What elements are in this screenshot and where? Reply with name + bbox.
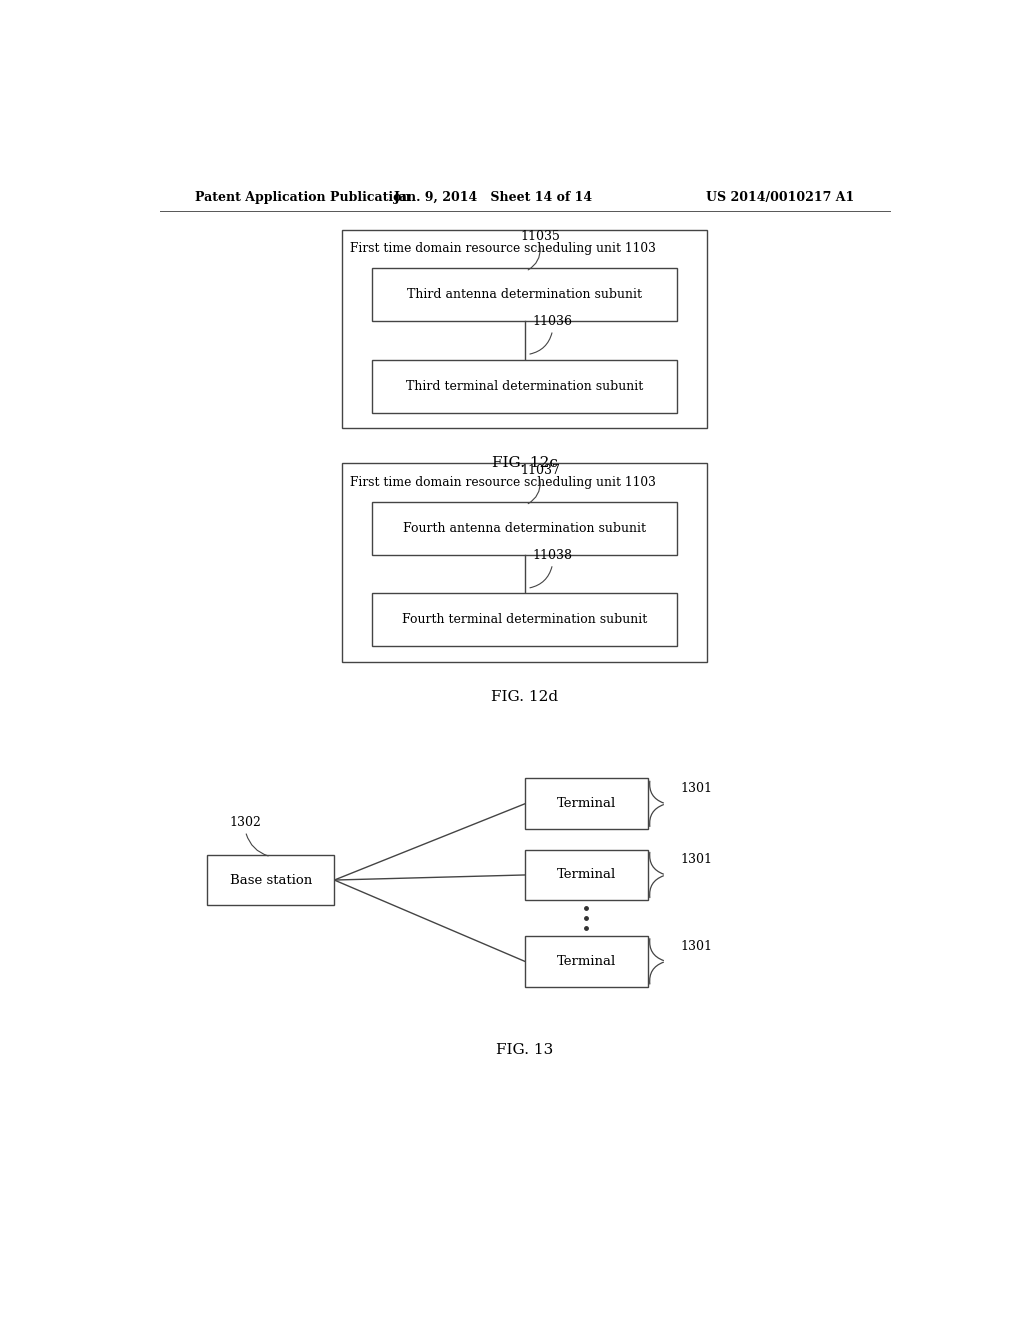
Text: 11038: 11038 (532, 549, 572, 562)
Text: 1302: 1302 (229, 816, 261, 829)
Text: 1301: 1301 (680, 781, 713, 795)
Text: US 2014/0010217 A1: US 2014/0010217 A1 (706, 190, 854, 203)
Bar (524, 936, 648, 987)
Bar (342, 230, 708, 428)
Bar (342, 463, 708, 661)
Text: Base station: Base station (229, 874, 312, 887)
Text: 11035: 11035 (520, 230, 560, 243)
Text: Jan. 9, 2014   Sheet 14 of 14: Jan. 9, 2014 Sheet 14 of 14 (393, 190, 593, 203)
Text: FIG. 13: FIG. 13 (497, 1043, 553, 1057)
Text: 11037: 11037 (520, 463, 560, 477)
Bar (373, 594, 677, 647)
Text: Third terminal determination subunit: Third terminal determination subunit (407, 380, 643, 392)
Text: FIG. 12d: FIG. 12d (492, 690, 558, 704)
Text: FIG. 12c: FIG. 12c (492, 457, 558, 470)
Bar (207, 854, 334, 906)
Bar (524, 779, 648, 829)
Text: 1301: 1301 (680, 853, 713, 866)
Text: First time domain resource scheduling unit 1103: First time domain resource scheduling un… (350, 242, 656, 255)
Text: First time domain resource scheduling unit 1103: First time domain resource scheduling un… (350, 475, 656, 488)
Bar (373, 502, 677, 554)
Text: Terminal: Terminal (557, 797, 615, 810)
Bar (373, 268, 677, 321)
Text: 11036: 11036 (532, 315, 572, 329)
Bar (373, 359, 677, 412)
Text: Terminal: Terminal (557, 954, 615, 968)
Text: Fourth terminal determination subunit: Fourth terminal determination subunit (402, 614, 647, 627)
Text: Third antenna determination subunit: Third antenna determination subunit (408, 288, 642, 301)
Text: 1301: 1301 (680, 940, 713, 953)
Text: Fourth antenna determination subunit: Fourth antenna determination subunit (403, 521, 646, 535)
Text: Patent Application Publication: Patent Application Publication (196, 190, 411, 203)
Text: Terminal: Terminal (557, 869, 615, 882)
Bar (524, 850, 648, 900)
